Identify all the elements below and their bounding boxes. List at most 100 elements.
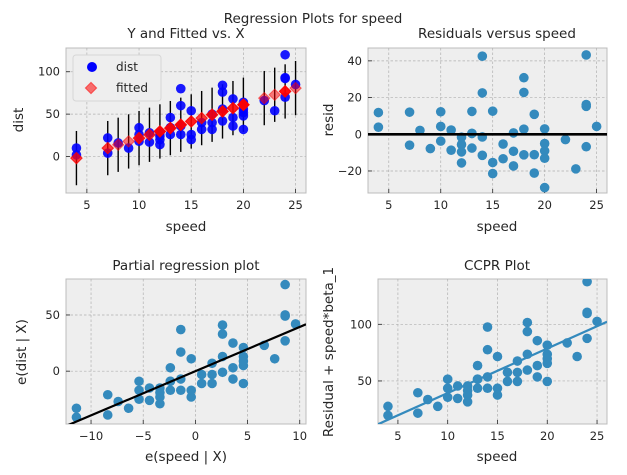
x-tick-label: 5 <box>244 429 251 443</box>
partial-regression-point <box>186 392 197 402</box>
residual-point <box>560 134 571 145</box>
x-tick-label: 15 <box>490 429 505 443</box>
residual-point <box>508 146 519 157</box>
y-tick-label: 20 <box>347 91 362 105</box>
residual-point <box>519 72 529 83</box>
residual-point <box>477 88 488 98</box>
ccpr-point <box>532 360 543 371</box>
x-axis-label: speed <box>166 219 207 235</box>
residual-point <box>425 143 436 154</box>
partial-regression-point <box>207 378 217 389</box>
y-tick-label: 40 <box>347 54 362 68</box>
fitted-point <box>163 121 177 135</box>
dist-point <box>217 87 228 97</box>
dist-point <box>165 129 176 140</box>
fitted-point <box>132 131 146 145</box>
partial-regression-point <box>175 385 186 396</box>
partial-regression-point <box>102 389 113 400</box>
residual-point <box>435 136 446 146</box>
residual-point <box>404 140 415 150</box>
x-tick-label: −10 <box>79 429 103 443</box>
partial-regression-point <box>134 376 144 387</box>
residual-point <box>519 124 529 134</box>
residual-point <box>467 143 477 153</box>
dist-point <box>102 133 113 143</box>
y-tick-label: 100 <box>350 317 372 331</box>
x-tick-label: 15 <box>184 198 199 212</box>
x-axis-label: e(speed | X) <box>145 449 227 465</box>
dist-point <box>175 129 186 140</box>
residual-point <box>487 157 498 168</box>
partial-regression-point <box>228 362 238 373</box>
x-axis-label: speed <box>477 219 518 235</box>
ccpr-point <box>413 387 423 398</box>
partial-regression-point <box>144 395 155 406</box>
dist-point <box>207 124 217 135</box>
ccpr-point <box>452 393 463 404</box>
residual-point <box>529 168 540 178</box>
y-axis-label: resid <box>321 104 337 137</box>
residual-point <box>456 158 467 168</box>
residual-point <box>571 164 581 174</box>
panel-title: Partial regression plot <box>112 258 259 274</box>
dist-point <box>134 122 144 133</box>
plot-area <box>377 278 608 425</box>
fitted-point <box>195 111 209 125</box>
residual-point <box>373 122 384 132</box>
partial-regression-point <box>217 320 228 330</box>
fitted-point <box>278 85 292 98</box>
ccpr-point <box>522 326 533 337</box>
dist-point <box>280 72 290 83</box>
ccpr-point <box>532 372 543 382</box>
residual-point <box>477 150 488 161</box>
legend-marker-dist <box>87 62 97 72</box>
residual-point <box>487 106 498 116</box>
x-tick-label: −5 <box>135 429 152 443</box>
residual-point <box>498 153 508 164</box>
partial-regression-point <box>71 403 82 414</box>
ccpr-point <box>432 401 443 412</box>
dist-point <box>217 80 228 91</box>
residual-point <box>477 51 488 62</box>
partial-regression-point <box>186 353 197 364</box>
partial-regression-point <box>217 367 228 378</box>
x-tick-label: 20 <box>540 429 555 443</box>
fitted-point <box>216 105 229 118</box>
partial-regression-point <box>217 329 228 339</box>
residual-point <box>456 139 467 150</box>
panel-ccpr: CCPR Plot 5 10 15 20 25 50 100 speed Residual … <box>321 258 608 465</box>
legend-marker-fitted <box>84 81 98 95</box>
x-tick-label: 10 <box>440 429 455 443</box>
residual-point <box>591 121 602 132</box>
ccpr-point <box>492 383 503 394</box>
partial-regression-point <box>196 378 207 389</box>
ccpr-point <box>472 360 483 371</box>
y-tick-label: 0 <box>53 364 60 378</box>
ccpr-point <box>492 351 503 362</box>
dist-point <box>280 49 290 60</box>
dist-point <box>175 83 186 94</box>
ccpr-point <box>502 376 513 387</box>
dist-point <box>228 112 238 123</box>
partial-regression-point <box>155 398 165 409</box>
dist-point <box>123 143 134 153</box>
fitted-point <box>237 98 250 112</box>
y-tick-label: 0 <box>53 150 60 164</box>
residual-point <box>373 107 384 118</box>
dist-point <box>238 124 249 135</box>
partial-regression-point <box>280 335 290 346</box>
x-tick-label: 15 <box>485 198 500 212</box>
figure-suptitle: Regression Plots for speed <box>224 11 403 27</box>
panel-title: Y and Fitted vs. X <box>126 26 244 42</box>
fitted-point <box>289 81 302 95</box>
fitted-point <box>257 91 271 105</box>
residual-point <box>446 145 456 155</box>
panel-partial-regression: Partial regression plot −10 −5 0 5 10 0 50 e(s… <box>14 258 307 465</box>
fitted-point <box>268 88 282 102</box>
ccpr-point <box>582 307 592 318</box>
residual-point <box>539 182 550 193</box>
residual-point <box>508 128 519 138</box>
residual-point <box>539 138 550 149</box>
ccpr-point <box>383 401 393 412</box>
